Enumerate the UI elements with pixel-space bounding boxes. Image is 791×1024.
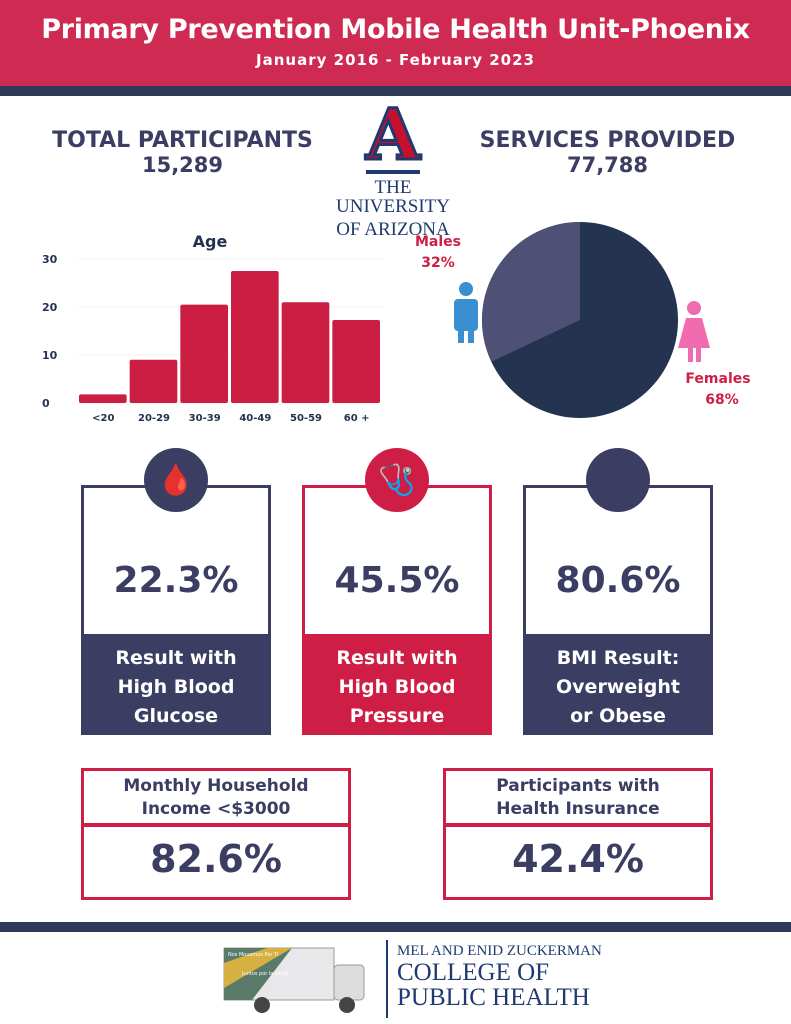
summary-box: Participants with Health Insurance 42.4%	[443, 768, 713, 900]
females-label: 68%	[705, 392, 739, 408]
university-logo: A THE UNIVERSITY OF ARIZONA	[322, 93, 464, 240]
box-value: 42.4%	[512, 837, 644, 881]
bar-0	[79, 394, 127, 403]
card-label-line: Glucose	[133, 705, 219, 727]
summary-box: Monthly Household Income <$3000 82.6%	[81, 768, 351, 900]
card-label: Result with High Blood Glucose	[84, 634, 268, 732]
chart-title: Age	[193, 232, 228, 251]
services-provided: SERVICES PROVIDED 77,788	[470, 128, 745, 177]
male-head	[459, 282, 473, 296]
box-title-line: Income <$3000	[141, 799, 291, 819]
mobile-health-truck-image: Nos Movemos Por Ti Juntos por la salud	[223, 947, 365, 1013]
total-participants: TOTAL PARTICIPANTS 15,289	[45, 128, 320, 177]
males-label: 32%	[421, 255, 455, 271]
logo-line2: OF ARIZONA	[336, 219, 450, 240]
footer-separator	[386, 940, 388, 1018]
card-value: 80.6%	[555, 560, 681, 601]
card-label-line: Pressure	[349, 705, 445, 727]
glucose-meter-icon: 🩸	[144, 448, 208, 512]
bar-2	[180, 304, 228, 403]
card-label-line: BMI Result:	[556, 647, 680, 669]
services-value: 77,788	[566, 153, 649, 177]
card-label-line: Result with	[115, 647, 237, 669]
x-tick-label: 50-59	[290, 413, 322, 424]
card-value: 45.5%	[334, 560, 460, 601]
male-body	[454, 299, 478, 331]
logo-a-icon: A	[364, 93, 422, 176]
male-leg	[468, 325, 474, 343]
services-label: SERVICES PROVIDED	[479, 128, 736, 153]
female-head	[687, 301, 701, 315]
y-tick-label: 0	[42, 397, 50, 410]
x-tick-label: <20	[92, 413, 114, 424]
bar-3	[231, 271, 279, 403]
participants-label: TOTAL PARTICIPANTS	[52, 128, 313, 153]
bar-5	[332, 319, 380, 403]
card-label-line: Result with	[336, 647, 458, 669]
female-leg	[696, 348, 701, 362]
card-label: BMI Result: Overweight or Obese	[526, 634, 710, 732]
scale-icon: ⚖	[586, 448, 650, 512]
males-label: Males	[415, 234, 461, 250]
gender-pie-chart: Males 32% Females 68%	[415, 222, 751, 418]
box-title: Participants with Health Insurance	[446, 771, 710, 827]
participants-value: 15,289	[141, 153, 224, 177]
bar-1	[129, 359, 178, 403]
college-line3: PUBLIC HEALTH	[397, 984, 590, 1011]
x-tick-label: 40-49	[239, 413, 271, 424]
page-title: Primary Prevention Mobile Health Unit-Ph…	[41, 14, 750, 45]
header-banner: Primary Prevention Mobile Health Unit-Ph…	[0, 0, 791, 86]
y-tick-label: 30	[42, 253, 58, 266]
logo-line1: THE UNIVERSITY	[336, 177, 450, 217]
truck-text-2: Juntos por la salud	[241, 971, 288, 977]
box-title-line: Health Insurance	[496, 799, 660, 819]
box-title-line: Participants with	[496, 776, 660, 796]
pie-slice-males	[482, 222, 580, 362]
card-label-line: Overweight	[556, 676, 680, 698]
date-range: January 2016 - February 2023	[256, 51, 535, 69]
female-icon	[678, 301, 710, 362]
card-label: Result with High Blood Pressure	[305, 634, 489, 732]
header-divider	[0, 86, 791, 96]
females-label: Females	[685, 371, 750, 387]
card-label-line: High Blood	[338, 676, 456, 698]
college-line1: MEL AND ENID ZUCKERMAN	[397, 943, 602, 959]
female-leg	[688, 348, 693, 362]
stat-card: 22.3% Result with High Blood Glucose	[81, 485, 271, 735]
card-value: 22.3%	[113, 560, 239, 601]
female-dress	[678, 318, 710, 348]
x-tick-label: 20-29	[138, 413, 170, 424]
x-tick-label: 30-39	[189, 413, 221, 424]
card-label-line: or Obese	[570, 705, 666, 727]
y-tick-label: 20	[42, 301, 58, 314]
card-label-line: High Blood	[117, 676, 235, 698]
footer-divider	[0, 922, 791, 932]
box-title: Monthly Household Income <$3000	[84, 771, 348, 827]
age-bar-chart: Age 0 10 20 30 <20 20-29 30-39 40-49 50-59 60 +	[42, 232, 382, 424]
truck-text-1: Nos Movemos Por Ti	[228, 952, 278, 958]
blood-pressure-monitor-icon: 🩺	[365, 448, 429, 512]
bar-4	[281, 302, 330, 403]
college-logo: MEL AND ENID ZUCKERMAN COLLEGE OF PUBLIC…	[397, 943, 602, 1010]
stat-card: 45.5% Result with High Blood Pressure	[302, 485, 492, 735]
stat-card: 80.6% BMI Result: Overweight or Obese	[523, 485, 713, 735]
male-icon	[454, 282, 478, 343]
box-value: 82.6%	[150, 837, 282, 881]
x-tick-label: 60 +	[344, 413, 370, 424]
y-tick-label: 10	[42, 349, 58, 362]
box-title-line: Monthly Household	[123, 776, 309, 796]
college-line2: COLLEGE OF	[397, 959, 550, 986]
male-leg	[458, 325, 464, 343]
